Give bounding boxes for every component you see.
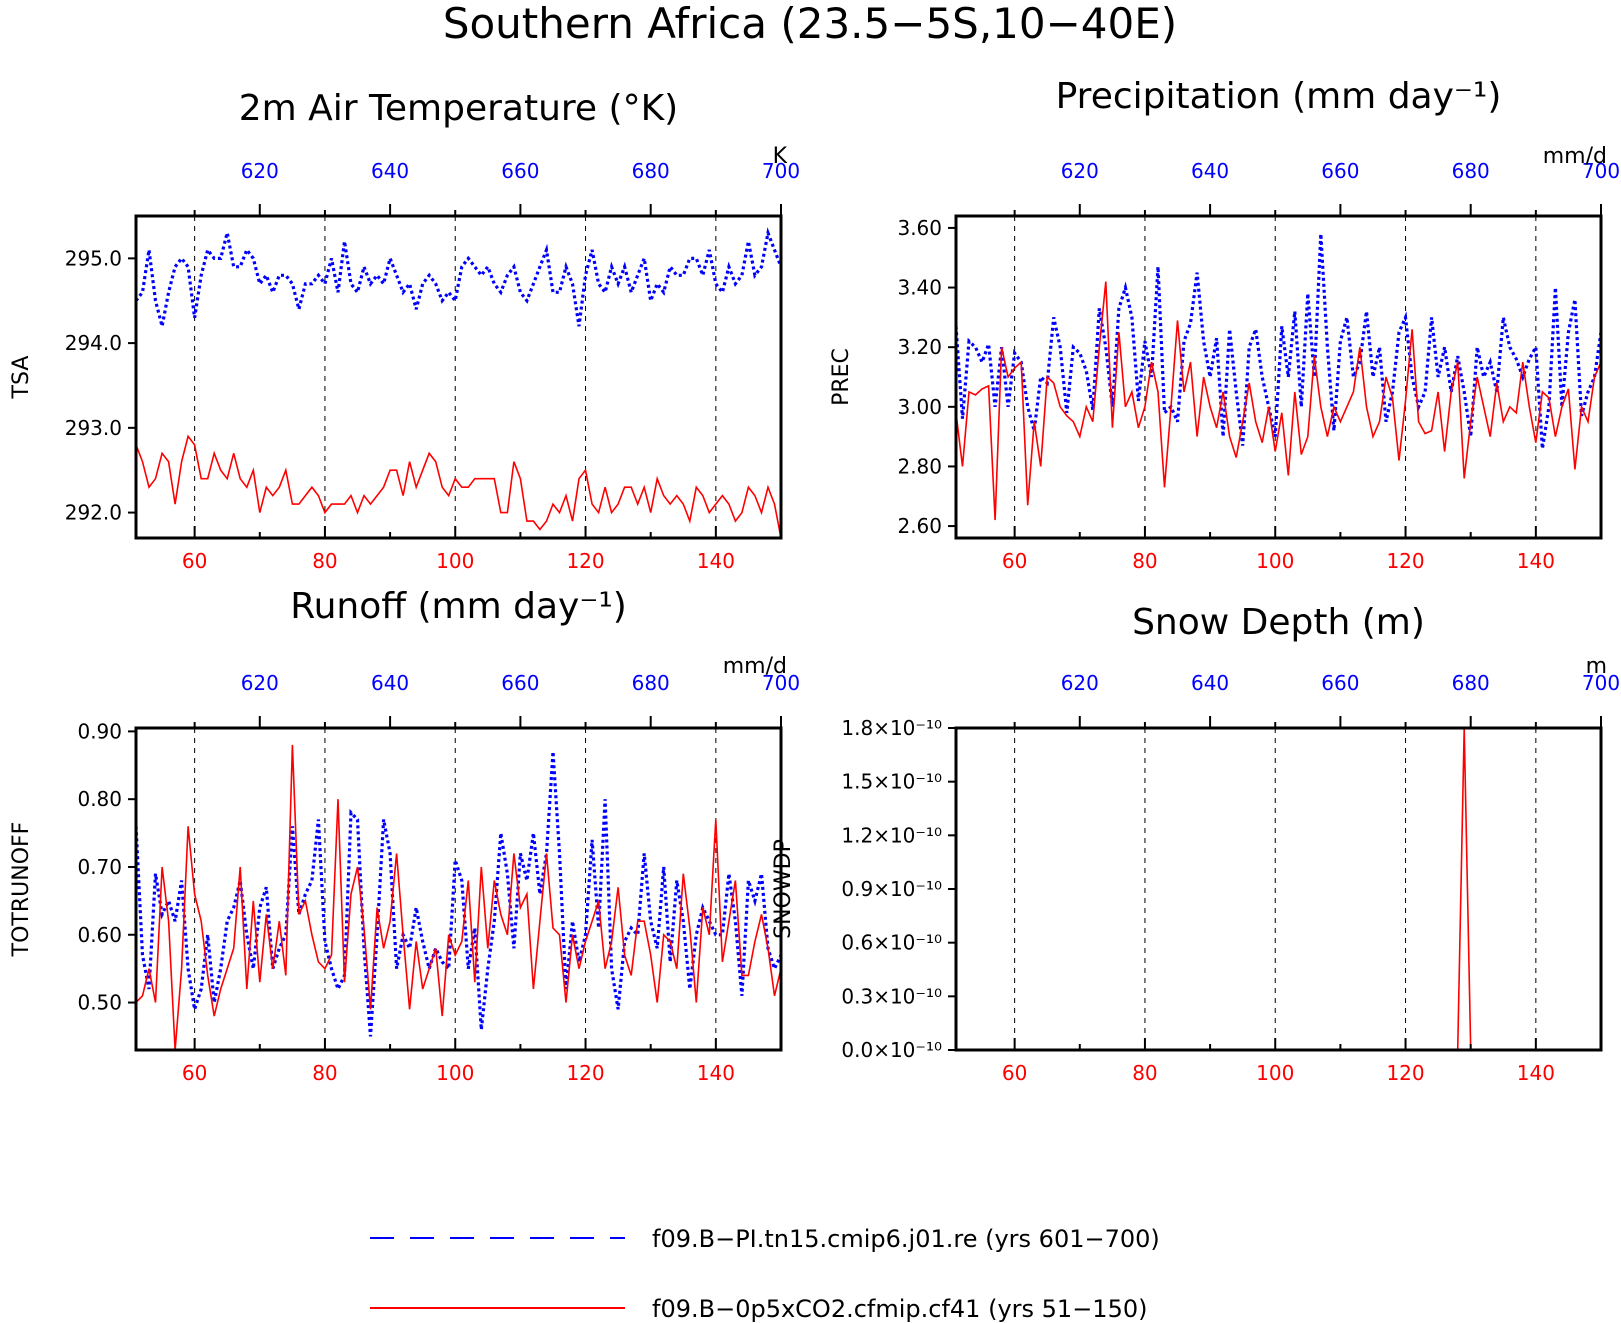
x-tick-label-top: 660 <box>501 671 539 695</box>
x-tick-label-top: 680 <box>1452 671 1490 695</box>
x-tick-label-top: 660 <box>501 159 539 183</box>
x-tick-label-bottom: 100 <box>436 549 474 573</box>
y-tick-label: 3.60 <box>897 216 942 240</box>
x-tick-label-top: 680 <box>1452 159 1490 183</box>
y-tick-label: 0.60 <box>77 923 122 947</box>
x-tick-label-top: 680 <box>632 159 670 183</box>
x-tick-label-bottom: 60 <box>1002 1061 1027 1085</box>
y-tick-label: 1.2×10⁻¹⁰ <box>841 823 942 847</box>
x-tick-label-bottom: 120 <box>1386 1061 1424 1085</box>
x-tick-label-bottom: 120 <box>566 549 604 573</box>
x-tick-label-bottom: 60 <box>1002 549 1027 573</box>
series-experiment-line <box>136 434 781 538</box>
y-tick-label: 3.20 <box>897 335 942 359</box>
y-tick-label: 293.0 <box>65 416 122 440</box>
legend-label: f09.B−0p5xCO2.cfmip.cf41 (yrs 51−150) <box>652 1295 1147 1323</box>
y-tick-label: 0.80 <box>77 787 122 811</box>
y-tick-label: 2.60 <box>897 514 942 538</box>
series-experiment-line <box>956 281 1601 521</box>
y-tick-label: 295.0 <box>65 246 122 270</box>
y-tick-label: 0.70 <box>77 855 122 879</box>
panel-title: Snow Depth (m) <box>1132 602 1425 643</box>
x-tick-label-top: 620 <box>1061 159 1099 183</box>
x-tick-label-top: 700 <box>1582 671 1620 695</box>
x-tick-label-bottom: 120 <box>1386 549 1424 573</box>
unit-label: K <box>773 144 788 169</box>
series-control-line <box>136 751 781 1037</box>
x-tick-label-top: 660 <box>1321 159 1359 183</box>
x-tick-label-bottom: 100 <box>1256 1061 1294 1085</box>
y-tick-label: 0.0×10⁻¹⁰ <box>841 1038 942 1062</box>
y-tick-label: 1.5×10⁻¹⁰ <box>841 770 942 794</box>
panel-1: 2m Air Temperature (°K) 60 80 100 120 140 620 6… <box>9 88 800 573</box>
y-axis-label: PREC <box>829 348 854 406</box>
x-tick-label-top: 700 <box>762 159 800 183</box>
y-tick-label: 3.40 <box>897 276 942 300</box>
panel-title: 2m Air Temperature (°K) <box>239 88 678 129</box>
x-tick-label-top: 660 <box>1321 671 1359 695</box>
legend: f09.B−PI.tn15.cmip6.j01.re (yrs 601−700)… <box>370 1225 1160 1323</box>
x-tick-label-top: 620 <box>241 159 279 183</box>
x-tick-label-bottom: 140 <box>1517 1061 1555 1085</box>
x-tick-label-bottom: 80 <box>312 1061 337 1085</box>
x-tick-label-bottom: 80 <box>1132 549 1157 573</box>
y-axis-label: TSA <box>9 356 34 400</box>
legend-label: f09.B−PI.tn15.cmip6.j01.re (yrs 601−700) <box>652 1225 1160 1253</box>
x-tick-label-top: 640 <box>1191 671 1229 695</box>
x-tick-label-bottom: 60 <box>182 549 207 573</box>
series-experiment-line <box>1456 728 1472 1050</box>
y-tick-label: 3.00 <box>897 395 942 419</box>
panel-title: Runoff (mm day⁻¹) <box>290 586 627 627</box>
x-tick-label-bottom: 140 <box>697 549 735 573</box>
y-tick-label: 2.80 <box>897 454 942 478</box>
y-tick-label: 0.3×10⁻¹⁰ <box>841 984 942 1008</box>
y-tick-label: 0.9×10⁻¹⁰ <box>841 877 942 901</box>
series-control-line <box>956 233 1601 449</box>
x-tick-label-bottom: 80 <box>1132 1061 1157 1085</box>
x-tick-label-top: 620 <box>241 671 279 695</box>
x-tick-label-bottom: 140 <box>697 1061 735 1085</box>
x-tick-label-top: 640 <box>371 671 409 695</box>
x-tick-label-bottom: 100 <box>436 1061 474 1085</box>
y-tick-label: 0.50 <box>77 991 122 1015</box>
plot-frame <box>954 214 1603 540</box>
plot-frame <box>954 726 1603 1052</box>
x-tick-label-bottom: 100 <box>1256 549 1294 573</box>
y-tick-label: 1.8×10⁻¹⁰ <box>841 716 942 740</box>
x-tick-label-top: 620 <box>1061 671 1099 695</box>
y-tick-label: 0.90 <box>77 719 122 743</box>
x-tick-label-bottom: 120 <box>566 1061 604 1085</box>
plot-frame <box>134 214 783 540</box>
unit-label: mm/d <box>1543 144 1607 169</box>
y-axis-label: TOTRUNOFF <box>9 822 34 958</box>
panel-3: Runoff (mm day⁻¹) 60 80 100 120 140 620 640 660 6… <box>9 586 800 1085</box>
figure-title: Southern Africa (23.5−5S,10−40E) <box>443 0 1177 48</box>
panel-4: Snow Depth (m) 60 80 100 120 140 620 640 660 680 7… <box>771 602 1620 1085</box>
y-tick-label: 294.0 <box>65 331 122 355</box>
series-control-line <box>136 227 781 327</box>
panel-2: Precipitation (mm day⁻¹) 60 80 100 120 140 620… <box>829 76 1620 573</box>
x-tick-label-top: 640 <box>1191 159 1229 183</box>
unit-label: m <box>1586 654 1607 679</box>
y-axis-label: SNOWDP <box>771 839 796 939</box>
unit-label: mm/d <box>723 654 787 679</box>
x-tick-label-top: 680 <box>632 671 670 695</box>
x-tick-label-bottom: 140 <box>1517 549 1555 573</box>
x-tick-label-top: 640 <box>371 159 409 183</box>
panel-title: Precipitation (mm day⁻¹) <box>1056 76 1502 117</box>
y-tick-label: 292.0 <box>65 501 122 525</box>
series-experiment-line <box>136 744 781 1050</box>
x-tick-label-top: 700 <box>1582 159 1620 183</box>
x-tick-label-bottom: 60 <box>182 1061 207 1085</box>
x-tick-label-bottom: 80 <box>312 549 337 573</box>
y-tick-label: 0.6×10⁻¹⁰ <box>841 931 942 955</box>
x-tick-label-top: 700 <box>762 671 800 695</box>
plot-frame <box>134 726 783 1052</box>
